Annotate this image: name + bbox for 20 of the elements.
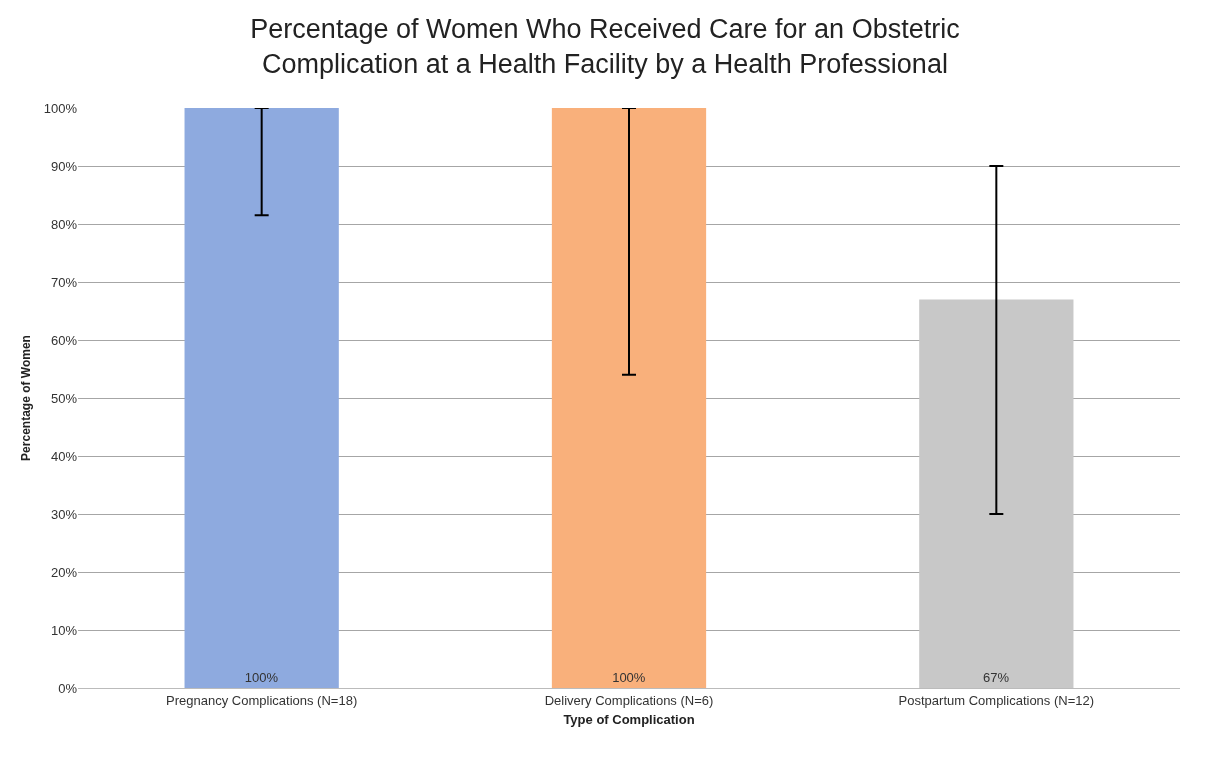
y-tick-label: 90% bbox=[50, 158, 78, 174]
x-tick-label: Pregnancy Complications (N=18) bbox=[166, 692, 358, 708]
data-label: 67% bbox=[983, 670, 1010, 685]
chart-title: Percentage of Women Who Received Care for an Obstetric Complication at a Health Facility by a Health Professional bbox=[250, 14, 960, 80]
y-tick-label: 60% bbox=[50, 332, 78, 348]
y-tick-label: 40% bbox=[50, 448, 78, 464]
data-label: 100% bbox=[244, 670, 279, 685]
y-tick-label: 100% bbox=[43, 100, 78, 116]
y-tick-label: 30% bbox=[50, 506, 78, 522]
y-tick-label: 80% bbox=[50, 216, 78, 232]
x-axis-title: Type of Complication bbox=[563, 712, 695, 728]
y-tick-label: 50% bbox=[50, 390, 78, 406]
y-tick-label: 20% bbox=[50, 564, 78, 580]
y-axis-title: Percentage of Women bbox=[19, 335, 34, 461]
y-tick-label: 10% bbox=[50, 622, 78, 638]
y-tick-label: 0% bbox=[58, 680, 78, 696]
data-label: 100% bbox=[612, 670, 646, 685]
y-tick-label: 70% bbox=[50, 274, 78, 290]
x-tick-label: Delivery Complications (N=6) bbox=[544, 692, 714, 708]
x-tick-label: Postpartum Complications (N=12) bbox=[898, 692, 1095, 708]
